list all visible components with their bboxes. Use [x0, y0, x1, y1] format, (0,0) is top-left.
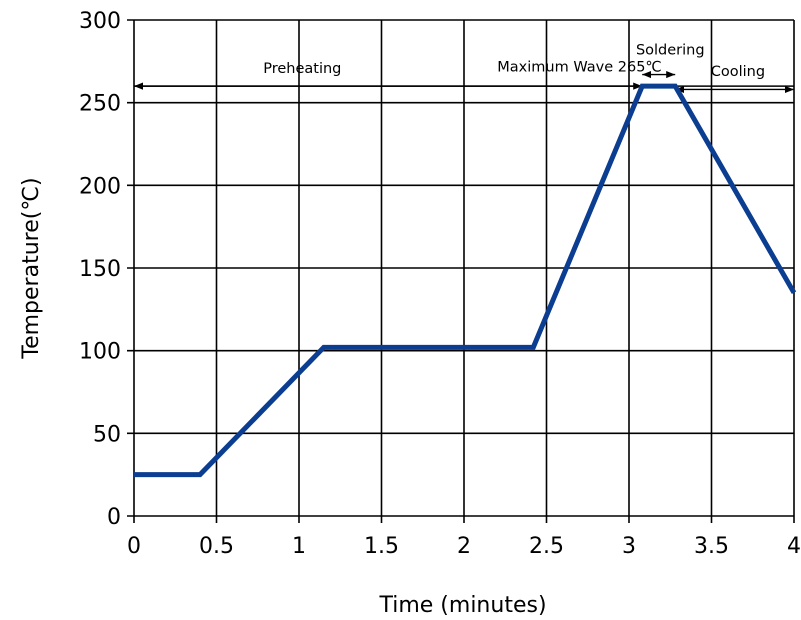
y-tick-label: 200 [79, 174, 121, 199]
preheating-label: Preheating [263, 61, 341, 77]
x-tick-label: 2 [457, 534, 471, 559]
x-tick-label: 1 [292, 534, 306, 559]
y-tick-label: 0 [107, 505, 121, 530]
x-axis-title: Time (minutes) [378, 593, 546, 618]
x-tick-label: 3 [622, 534, 636, 559]
x-tick-label: 2.5 [529, 534, 564, 559]
y-tick-label: 250 [79, 92, 121, 117]
x-tick-label: 0.5 [199, 534, 234, 559]
x-tick-labels: 0 0.5 1 1.5 2 2.5 3 3.5 4 [127, 534, 801, 559]
series-group [134, 83, 797, 478]
maximum-wave-label: Maximum Wave 265℃ [497, 59, 661, 75]
x-tick-label: 4 [787, 534, 801, 559]
soldering-label: Soldering [636, 43, 705, 59]
y-tick-label: 50 [93, 422, 121, 447]
y-axis-title: Temperature(℃) [19, 177, 44, 359]
y-tick-label: 300 [79, 9, 121, 34]
x-tick-label: 3.5 [694, 534, 729, 559]
y-tick-labels: 0 50 100 150 200 250 300 [79, 9, 121, 530]
x-tick-label: 0 [127, 534, 141, 559]
y-tick-label: 100 [79, 340, 121, 365]
temperature-series-line [134, 83, 797, 478]
cooling-label: Cooling [711, 64, 765, 80]
y-tick-label: 150 [79, 257, 121, 282]
x-tick-label: 1.5 [364, 534, 399, 559]
